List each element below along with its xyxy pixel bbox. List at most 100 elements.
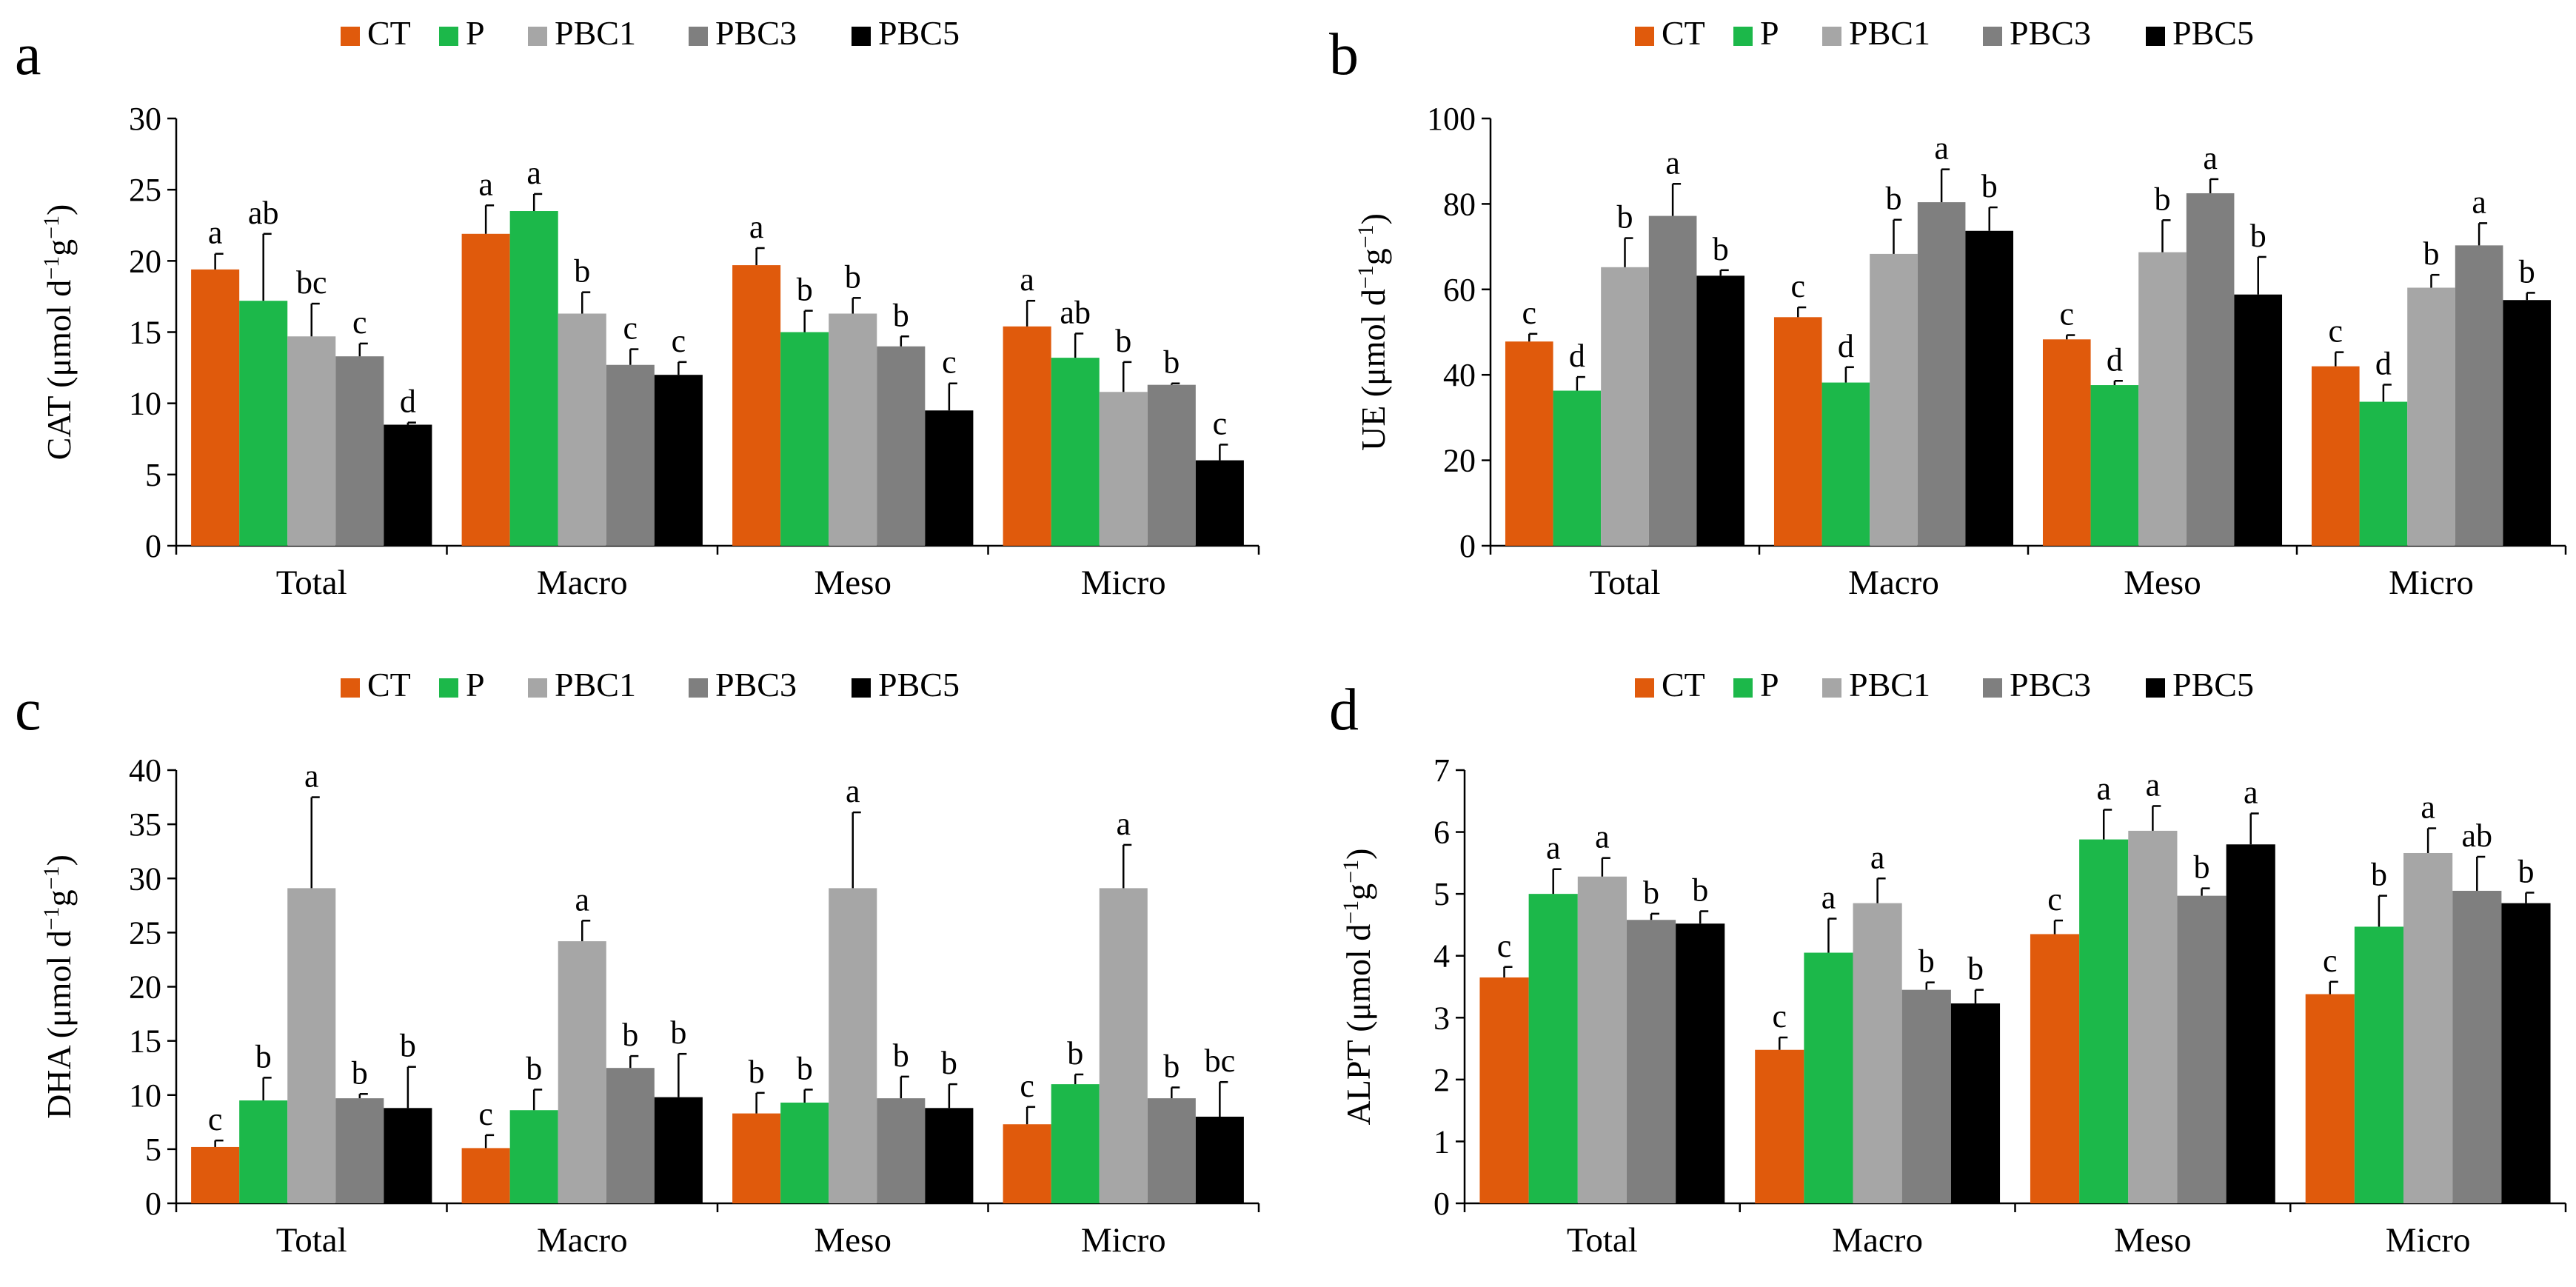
bar-pbc3 <box>1147 384 1196 546</box>
x-category-label: Total <box>276 1221 347 1260</box>
bar-pbc1 <box>2128 830 2178 1203</box>
y-tick-label: 5 <box>145 457 161 493</box>
significance-label: a <box>2421 789 2435 826</box>
x-category-label: Total <box>1590 564 1661 602</box>
y-tick-label: 5 <box>145 1131 161 1168</box>
x-category-label: Macro <box>1832 1221 1923 1260</box>
y-tick-label: 30 <box>129 101 161 137</box>
significance-label: b <box>941 1045 957 1081</box>
significance-label: a <box>1116 806 1131 842</box>
bar-ct <box>2311 366 2360 546</box>
legend-swatch-p <box>439 678 458 698</box>
significance-label: c <box>352 304 367 341</box>
significance-label: b <box>1967 951 1984 987</box>
y-axis-title: ALPT (μmol d−1g−1) <box>1339 849 1377 1126</box>
legend-label-pbc5: PBC5 <box>878 666 960 703</box>
bar-pbc1 <box>2138 252 2187 546</box>
bar-p <box>509 1110 558 1203</box>
legend-label-p: P <box>1760 666 1779 703</box>
significance-label: c <box>1791 268 1806 304</box>
y-tick-label: 5 <box>1433 876 1450 912</box>
x-category-label: Micro <box>2389 564 2474 602</box>
significance-label: c <box>1213 405 1228 441</box>
significance-label: b <box>1918 943 1935 980</box>
legend-label-pbc1: PBC1 <box>1849 666 1930 703</box>
significance-label: a <box>1934 130 1949 167</box>
significance-label: b <box>2155 181 2171 217</box>
bar-pbc5 <box>2234 294 2283 546</box>
legend-label-p: P <box>1760 14 1779 52</box>
bar-pbc1 <box>558 941 606 1203</box>
legend-label-p: P <box>466 666 485 703</box>
legend-label-pbc1: PBC1 <box>555 14 636 52</box>
y-tick-label: 15 <box>129 315 161 351</box>
panel-letter: a <box>15 22 41 87</box>
panel-letter: d <box>1329 678 1359 743</box>
bar-pbc5 <box>925 410 974 546</box>
y-tick-label: 40 <box>1443 357 1476 393</box>
significance-label: b <box>1115 323 1131 359</box>
bar-pbc3 <box>2455 245 2503 546</box>
significance-label: b <box>893 1037 909 1074</box>
significance-label: b <box>2371 857 2387 893</box>
significance-label: b <box>352 1054 368 1091</box>
y-axis-title: UE (μmol d−1g−1) <box>1354 213 1392 451</box>
bar-p <box>1821 382 1870 546</box>
bar-pbc3 <box>606 1068 655 1203</box>
y-tick-label: 4 <box>1433 938 1450 975</box>
legend-swatch-pbc3 <box>1983 678 2002 698</box>
significance-label: a <box>1665 144 1680 181</box>
significance-label: d <box>2375 345 2392 381</box>
significance-label: d <box>400 384 416 420</box>
significance-label: a <box>478 166 493 202</box>
chart-panel-d: d CT P PBC1 PBC3 PBC5 0 1 2 3 4 5 6 7 ALPT (μmol d−1g−… <box>1329 666 2567 1260</box>
x-category-label: Macro <box>537 1221 628 1260</box>
x-category-label: Meso <box>2124 564 2201 602</box>
significance-label: b <box>400 1028 416 1064</box>
y-tick-label: 20 <box>129 243 161 279</box>
bar-p <box>1051 1084 1100 1203</box>
significance-label: b <box>749 1054 765 1090</box>
legend-swatch-pbc1 <box>1822 678 1841 698</box>
bar-pbc3 <box>2452 890 2502 1203</box>
significance-label: b <box>2250 218 2266 254</box>
legend-swatch-pbc1 <box>528 27 547 46</box>
y-tick-label: 100 <box>1427 101 1476 137</box>
bar-p <box>1804 952 1853 1203</box>
significance-label: d <box>1569 338 1585 374</box>
significance-label: a <box>846 773 860 809</box>
legend-label-pbc1: PBC1 <box>1849 14 1930 52</box>
significance-label: b <box>1643 875 1659 911</box>
bar-pbc5 <box>2226 844 2275 1203</box>
significance-label: c <box>208 1101 223 1137</box>
significance-label: c <box>942 344 957 381</box>
significance-label: a <box>749 209 764 245</box>
significance-label: b <box>2423 235 2440 272</box>
significance-label: bc <box>1205 1043 1236 1079</box>
significance-label: b <box>1617 199 1633 235</box>
y-tick-label: 10 <box>129 1077 161 1114</box>
significance-label: b <box>893 297 909 333</box>
y-tick-label: 1 <box>1433 1123 1450 1160</box>
legend-swatch-pbc1 <box>1822 27 1841 46</box>
bar-pbc5 <box>1676 923 1725 1203</box>
significance-label: c <box>623 310 638 347</box>
y-tick-label: 7 <box>1433 752 1450 789</box>
bar-pbc1 <box>1870 253 1918 546</box>
legend-label-pbc5: PBC5 <box>2172 14 2254 52</box>
significance-label: ab <box>1060 294 1091 330</box>
significance-label: c <box>478 1096 493 1132</box>
legend: CT P PBC1 PBC3 PBC5 <box>1635 666 2254 703</box>
legend-label-pbc5: PBC5 <box>878 14 960 52</box>
legend-label-pbc5: PBC5 <box>2172 666 2254 703</box>
bar-pbc3 <box>877 346 926 546</box>
significance-label: c <box>1497 928 1512 964</box>
x-category-label: Meso <box>814 1221 891 1260</box>
y-tick-label: 10 <box>129 386 161 422</box>
legend-swatch-p <box>1733 27 1753 46</box>
significance-label: a <box>526 155 541 191</box>
legend-swatch-pbc5 <box>852 27 871 46</box>
significance-label: a <box>1821 880 1836 916</box>
bar-ct <box>1003 326 1051 546</box>
